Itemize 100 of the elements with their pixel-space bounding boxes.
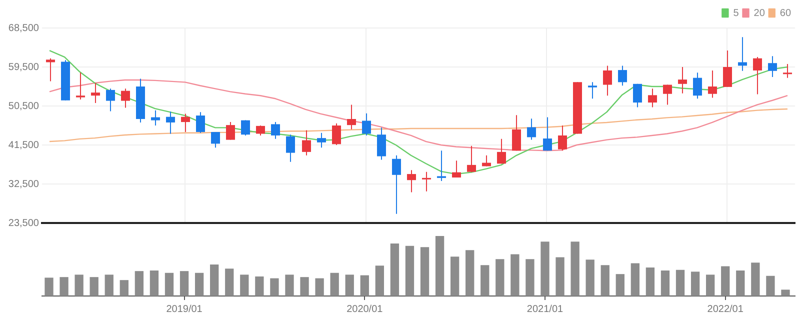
bar [315, 278, 324, 296]
candlestick [226, 122, 235, 140]
candlestick [46, 58, 55, 82]
bar [270, 278, 279, 296]
candlestick [196, 112, 205, 134]
x-tick-label: 2021/01 [526, 304, 564, 315]
candlestick [286, 134, 295, 162]
candlestick [768, 56, 777, 78]
bar [300, 277, 309, 296]
candlestick [693, 72, 702, 100]
candlestick [558, 125, 567, 152]
legend-label: 5 [733, 8, 740, 19]
candlestick [708, 70, 717, 98]
candlestick [452, 160, 461, 178]
bar [405, 246, 414, 296]
bar [496, 259, 504, 296]
bar [285, 274, 294, 296]
candlestick [603, 65, 612, 96]
y-tick-label: 68,500 [8, 22, 40, 34]
bar [736, 270, 745, 296]
candlestick [437, 150, 446, 182]
candlestick [362, 112, 371, 136]
candlestick [633, 83, 642, 108]
candlestick [512, 114, 521, 152]
candlestick [121, 88, 130, 108]
candlestick [467, 145, 476, 173]
candlestick [271, 122, 280, 140]
bar [586, 260, 594, 296]
bar [134, 271, 144, 296]
candlestick [723, 50, 732, 88]
bar [510, 254, 520, 296]
bar [104, 274, 114, 296]
candlestick [106, 88, 115, 112]
y-tick-label: 23,500 [8, 218, 40, 229]
bar [526, 259, 534, 296]
bar [450, 256, 460, 296]
bar [345, 274, 354, 296]
bar [600, 265, 610, 296]
bar [646, 267, 655, 296]
bar [540, 242, 550, 296]
candlestick [332, 122, 341, 146]
y-tick-label: 32,500 [8, 178, 40, 190]
candlestick [497, 138, 506, 164]
bar [390, 243, 400, 296]
candlestick [678, 66, 687, 94]
bar [570, 242, 580, 296]
bar [180, 271, 189, 296]
bar [60, 277, 68, 296]
candlestick [317, 132, 326, 148]
bar [225, 268, 234, 296]
candlestick [588, 82, 597, 100]
candlestick [91, 82, 100, 104]
bar [360, 275, 369, 296]
bar [480, 265, 490, 296]
candlestick [181, 113, 190, 132]
candlestick [211, 132, 220, 148]
y-tick-label: 50,500 [8, 100, 40, 112]
candlestick [527, 118, 536, 140]
candlestick [347, 104, 356, 130]
candlestick [422, 171, 431, 192]
legend-label: 60 [780, 8, 792, 19]
x-tick-label: 2019/01 [166, 304, 203, 315]
candlestick [407, 170, 416, 193]
candlestick [377, 127, 386, 160]
bar [556, 257, 564, 296]
candlestick [76, 72, 85, 100]
candlestick [241, 120, 250, 136]
bar [375, 266, 384, 296]
candlestick [166, 111, 175, 134]
candlestick [618, 65, 627, 86]
candlestick [783, 63, 792, 78]
bar [751, 262, 760, 296]
y-tick-label: 59,500 [8, 62, 40, 73]
candlestick [302, 130, 311, 156]
y-tick-label: 41,500 [8, 140, 40, 151]
bar [74, 274, 84, 296]
candlestick [392, 154, 401, 214]
candlestick [753, 56, 762, 95]
bar [781, 290, 790, 296]
bar [706, 274, 715, 296]
candlestick [256, 125, 265, 136]
legend-label: 20 [754, 8, 766, 19]
bar [766, 276, 775, 296]
bar [330, 272, 339, 296]
bar [90, 277, 98, 296]
candlestick [738, 36, 747, 72]
x-tick-label: 2020/01 [346, 304, 384, 315]
candlestick [151, 110, 160, 126]
bar [466, 250, 474, 296]
bar [120, 280, 128, 296]
candlestick [663, 84, 672, 106]
bar [240, 274, 249, 296]
bar [44, 278, 54, 296]
bar [164, 272, 174, 296]
bar [150, 270, 159, 296]
x-tick-label: 2022/01 [707, 304, 744, 315]
bar [420, 247, 430, 296]
candlestick [543, 116, 552, 152]
candlestick [648, 88, 657, 108]
bar [660, 270, 670, 296]
